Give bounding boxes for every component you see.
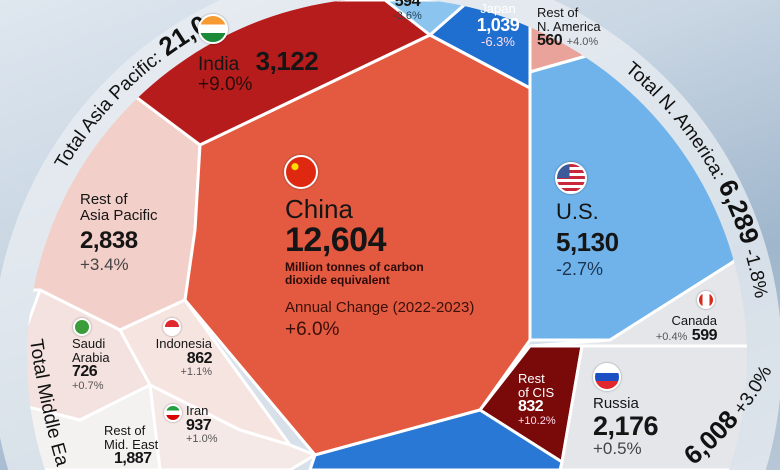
cell-name: Japan	[480, 1, 516, 16]
label-indonesia: Indonesia 862 +1.1%	[150, 336, 213, 379]
cell-rest-me	[27, 383, 162, 470]
cell-value: 3,122	[255, 46, 319, 76]
cell-change: -6.3%	[481, 33, 515, 49]
cell-change: +1.1%	[180, 366, 213, 379]
cell-change: +4.0%	[566, 36, 599, 49]
cell-name: Saudi Arabia	[72, 336, 110, 365]
cell-change: +0.4%	[655, 330, 688, 343]
label-rest-na: Rest of N. America 560 +4.0%	[537, 6, 601, 50]
cell-change: +6.0%	[285, 318, 340, 340]
cell-change: +0.5%	[593, 439, 642, 459]
cell-value: 594	[394, 0, 421, 10]
label-japan: Japan 1,039 -6.3%	[470, 2, 526, 48]
saudi-flag-icon	[73, 318, 91, 341]
cell-value: 937	[186, 416, 212, 434]
iran-flag-icon	[164, 404, 182, 427]
cell-name: Rest of CIS	[518, 371, 555, 400]
cell-name: U.S.	[556, 199, 599, 224]
cell-value: 5,130	[556, 227, 619, 258]
label-india: India 3,122 +9.0%	[198, 46, 319, 96]
cell-value: 862	[186, 349, 213, 367]
cell-value: 12,604	[285, 221, 387, 260]
cell-value: 560	[537, 32, 563, 50]
cell-name: Rest of Mid. East	[104, 423, 159, 452]
cell-name: Indonesia	[155, 336, 212, 351]
label-canada: Canada +0.4% 599	[645, 313, 718, 344]
cell-name: Canada	[671, 313, 717, 328]
cell-change: +1.0%	[186, 433, 218, 446]
cell-change: +3.4%	[80, 254, 129, 274]
china-flag-icon	[284, 155, 318, 194]
cell-name: Rest of Asia Pacific	[80, 191, 158, 224]
canada-flag-icon	[697, 291, 715, 314]
cell-value: 726	[72, 363, 98, 381]
label-rest-me: Rest of Mid. East 1,887	[104, 424, 158, 468]
label-us: U.S. 5,130 -2.7%	[556, 200, 619, 279]
label-rest-cis: Rest of CIS 832 +10.2%	[518, 372, 556, 428]
cell-name: India	[198, 54, 240, 75]
russia-flag-icon	[593, 363, 621, 396]
label-china: China 12,604 Million tonnes of carbon di…	[285, 194, 515, 340]
label-korea: 594 -3.6%	[393, 0, 422, 22]
cell-name: Rest of N. America	[537, 5, 601, 34]
india-flag-icon	[198, 14, 228, 49]
change-label: Annual Change (2022-2023)	[285, 299, 475, 317]
unit-label: Million tonnes of carbon dioxide equival…	[285, 259, 424, 287]
cell-value: 1,039	[476, 14, 520, 35]
us-flag-icon	[555, 162, 587, 199]
cell-value: 2,838	[80, 226, 138, 254]
cell-bottom-blue	[308, 408, 564, 470]
cell-iran	[148, 383, 317, 470]
label-rest-apac: Rest of Asia Pacific 2,838 +3.4%	[80, 192, 158, 274]
cell-name: China	[285, 194, 353, 224]
indonesia-flag-icon	[163, 318, 181, 341]
label-russia: Russia 2,176 +0.5%	[593, 395, 659, 459]
cell-change: +9.0%	[198, 74, 253, 96]
label-saudi: Saudi Arabia 726 +0.7%	[72, 337, 110, 393]
cell-value: 599	[691, 326, 718, 344]
cell-change: +10.2%	[518, 415, 556, 428]
cell-change: -3.6%	[393, 9, 422, 22]
cell-name: Iran	[186, 403, 209, 418]
cell-change: +0.7%	[72, 380, 104, 393]
cell-name: Russia	[593, 395, 639, 412]
cell-value: 832	[518, 398, 544, 416]
cell-change: -2.7%	[556, 259, 604, 280]
label-iran: Iran 937 +1.0%	[186, 404, 218, 446]
cell-value: 1,887	[114, 450, 152, 468]
cell-value: 2,176	[593, 410, 659, 441]
